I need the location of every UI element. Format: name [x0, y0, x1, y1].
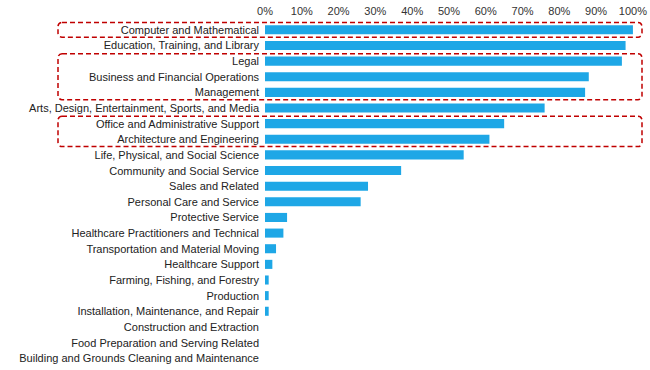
svg-text:Healthcare Support: Healthcare Support [164, 258, 259, 270]
svg-text:20%: 20% [328, 5, 350, 17]
svg-text:40%: 40% [401, 5, 423, 17]
svg-text:70%: 70% [512, 5, 534, 17]
svg-text:Building and Grounds Cleaning: Building and Grounds Cleaning and Mainte… [19, 352, 259, 364]
svg-text:Protective Service: Protective Service [170, 211, 259, 223]
svg-text:Transportation and Material Mo: Transportation and Material Moving [86, 243, 259, 255]
svg-text:0%: 0% [257, 5, 273, 17]
svg-text:90%: 90% [585, 5, 607, 17]
svg-text:100%: 100% [619, 5, 647, 17]
svg-text:Construction and Extraction: Construction and Extraction [124, 321, 259, 333]
svg-text:Architecture and Engineering: Architecture and Engineering [117, 133, 259, 145]
svg-text:Personal Care and Service: Personal Care and Service [128, 196, 259, 208]
svg-text:Healthcare Practitioners and T: Healthcare Practitioners and Technical [71, 227, 259, 239]
svg-text:30%: 30% [364, 5, 386, 17]
svg-text:Community and Social Service: Community and Social Service [109, 165, 259, 177]
svg-text:Education, Training, and Libra: Education, Training, and Library [104, 39, 260, 51]
svg-text:Installation, Maintenance, and: Installation, Maintenance, and Repair [77, 305, 259, 317]
svg-text:Management: Management [195, 86, 259, 98]
svg-text:Life, Physical, and Social Sci: Life, Physical, and Social Science [95, 149, 259, 161]
svg-text:Sales and Related: Sales and Related [169, 180, 259, 192]
svg-text:10%: 10% [291, 5, 313, 17]
svg-text:Food Preparation and Serving R: Food Preparation and Serving Related [71, 337, 259, 349]
svg-text:Farming, Fishing, and Forestry: Farming, Fishing, and Forestry [109, 274, 259, 286]
svg-text:Legal: Legal [232, 55, 259, 67]
svg-text:Production: Production [206, 290, 259, 302]
svg-text:60%: 60% [475, 5, 497, 17]
svg-text:Arts, Design, Entertainment, S: Arts, Design, Entertainment, Sports, and… [29, 102, 260, 114]
svg-text:Office and Administrative Supp: Office and Administrative Support [96, 118, 259, 130]
svg-text:80%: 80% [548, 5, 570, 17]
svg-text:50%: 50% [438, 5, 460, 17]
svg-text:Business and Financial Operati: Business and Financial Operations [89, 71, 259, 83]
svg-text:Computer and Mathematical: Computer and Mathematical [121, 24, 259, 36]
